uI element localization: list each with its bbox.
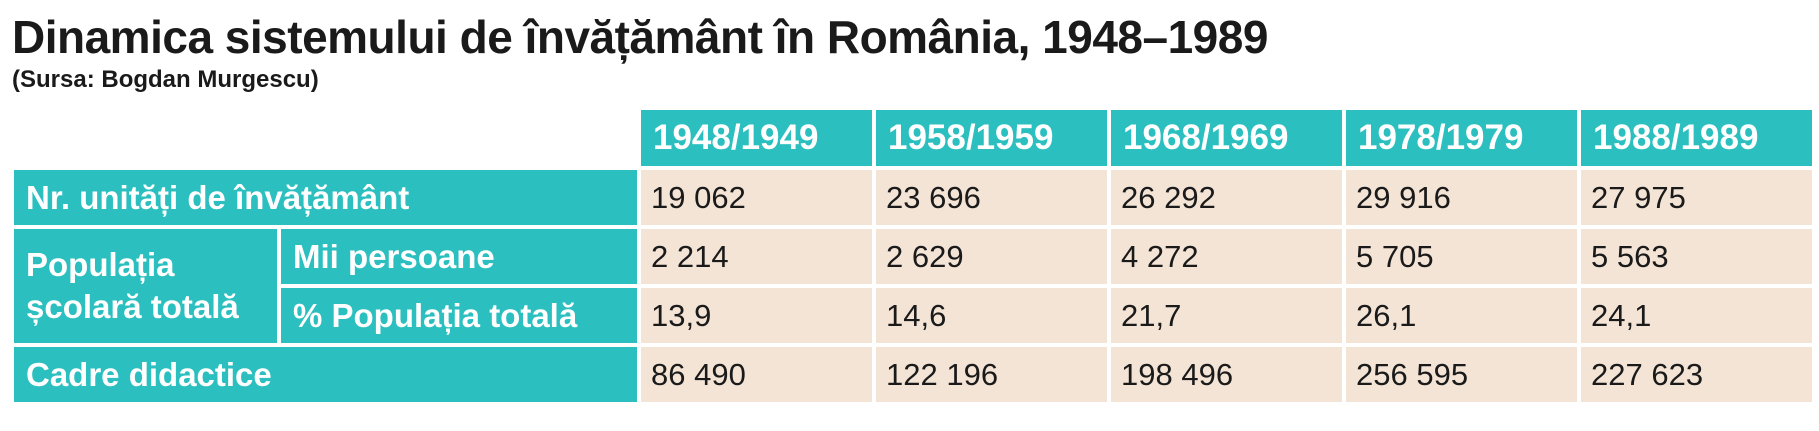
table-row: % Populația totală 13,9 14,6 21,7 26,1 2… [14,288,1812,343]
table-row: Populația școlară totală Mii persoane 2 … [14,229,1812,343]
table-cell: 26,1 [1346,288,1577,343]
row-sublabel: % Populația totală [281,288,637,343]
table-cell: 24,1 [1581,288,1812,343]
column-header: 1968/1969 [1111,110,1342,166]
table-cell: 21,7 [1111,288,1342,343]
table-cell: 5 563 [1581,229,1812,284]
table-cell: 227 623 [1581,347,1812,402]
table-cell: 2 214 [641,229,872,284]
table-cell: 198 496 [1111,347,1342,402]
table-cell: 19 062 [641,170,872,225]
table-cell: 5 705 [1346,229,1577,284]
table-cell: 122 196 [876,347,1107,402]
table-cell: 86 490 [641,347,872,402]
table-cell: 14,6 [876,288,1107,343]
table-cell: 13,9 [641,288,872,343]
row-sublabel: Mii persoane [281,229,637,284]
data-table: 1948/1949 1958/1959 1968/1969 1978/1979 … [10,106,1816,406]
corner-blank [14,110,637,166]
table-cell: 27 975 [1581,170,1812,225]
column-header: 1978/1979 [1346,110,1577,166]
row-label: Cadre didactice [14,347,637,402]
table-row: Cadre didactice 86 490 122 196 198 496 2… [14,347,1812,402]
table-row: Nr. unități de învățământ 19 062 23 696 … [14,170,1812,225]
table-cell: 29 916 [1346,170,1577,225]
table-cell: 4 272 [1111,229,1342,284]
column-header: 1948/1949 [641,110,872,166]
source-note: (Sursa: Bogdan Murgescu) [12,66,319,93]
header-row: 1948/1949 1958/1959 1968/1969 1978/1979 … [14,110,1812,166]
column-header: 1958/1959 [876,110,1107,166]
row-group-label: Populația școlară totală [14,229,277,343]
chart-title: Dinamica sistemului de învățământ în Rom… [12,11,1268,63]
column-header: 1988/1989 [1581,110,1812,166]
table-cell: 256 595 [1346,347,1577,402]
table-cell: 2 629 [876,229,1107,284]
table-cell: 26 292 [1111,170,1342,225]
table-cell: 23 696 [876,170,1107,225]
row-label: Nr. unități de învățământ [14,170,637,225]
